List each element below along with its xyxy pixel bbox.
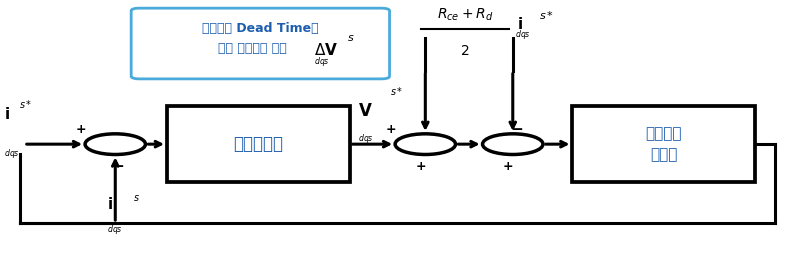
Text: $s*$: $s*$ xyxy=(390,85,403,97)
Text: $_{dqs}$: $_{dqs}$ xyxy=(4,147,20,162)
Text: $_{dqs}$: $_{dqs}$ xyxy=(358,132,374,147)
FancyBboxPatch shape xyxy=(131,8,390,79)
Text: 의해 왜곡되는 전압: 의해 왜곡되는 전압 xyxy=(218,42,287,55)
Text: −: − xyxy=(111,159,124,174)
Text: −: − xyxy=(510,122,523,137)
Text: $s*$: $s*$ xyxy=(19,98,33,110)
Text: +: + xyxy=(386,123,397,136)
Text: $_{dqs}$: $_{dqs}$ xyxy=(107,223,123,238)
Text: 전류제어기: 전류제어기 xyxy=(234,135,283,153)
Text: $R_{ce}+R_{d}$: $R_{ce}+R_{d}$ xyxy=(437,7,493,23)
Text: $\mathbf{i}$: $\mathbf{i}$ xyxy=(4,106,10,122)
Text: $s$: $s$ xyxy=(347,33,355,42)
Text: +: + xyxy=(76,123,87,136)
Text: $2$: $2$ xyxy=(460,44,470,57)
Text: $s*$: $s*$ xyxy=(539,9,554,21)
Text: $\mathbf{i}$: $\mathbf{i}$ xyxy=(517,17,522,32)
Text: 인버터의 Dead Time에: 인버터의 Dead Time에 xyxy=(202,22,319,35)
Text: +: + xyxy=(502,160,514,173)
Text: $\Delta\mathbf{V}$: $\Delta\mathbf{V}$ xyxy=(314,42,338,57)
Text: $\mathbf{i}$: $\mathbf{i}$ xyxy=(107,196,113,212)
Text: $_{dqs}$: $_{dqs}$ xyxy=(515,28,531,43)
Text: $_{dqs}$: $_{dqs}$ xyxy=(314,55,330,70)
Text: $\mathbf{V}$: $\mathbf{V}$ xyxy=(358,102,373,120)
Text: 제어대상
전동기: 제어대상 전동기 xyxy=(646,126,682,162)
Text: $s$: $s$ xyxy=(133,193,140,203)
Text: +: + xyxy=(415,160,426,173)
